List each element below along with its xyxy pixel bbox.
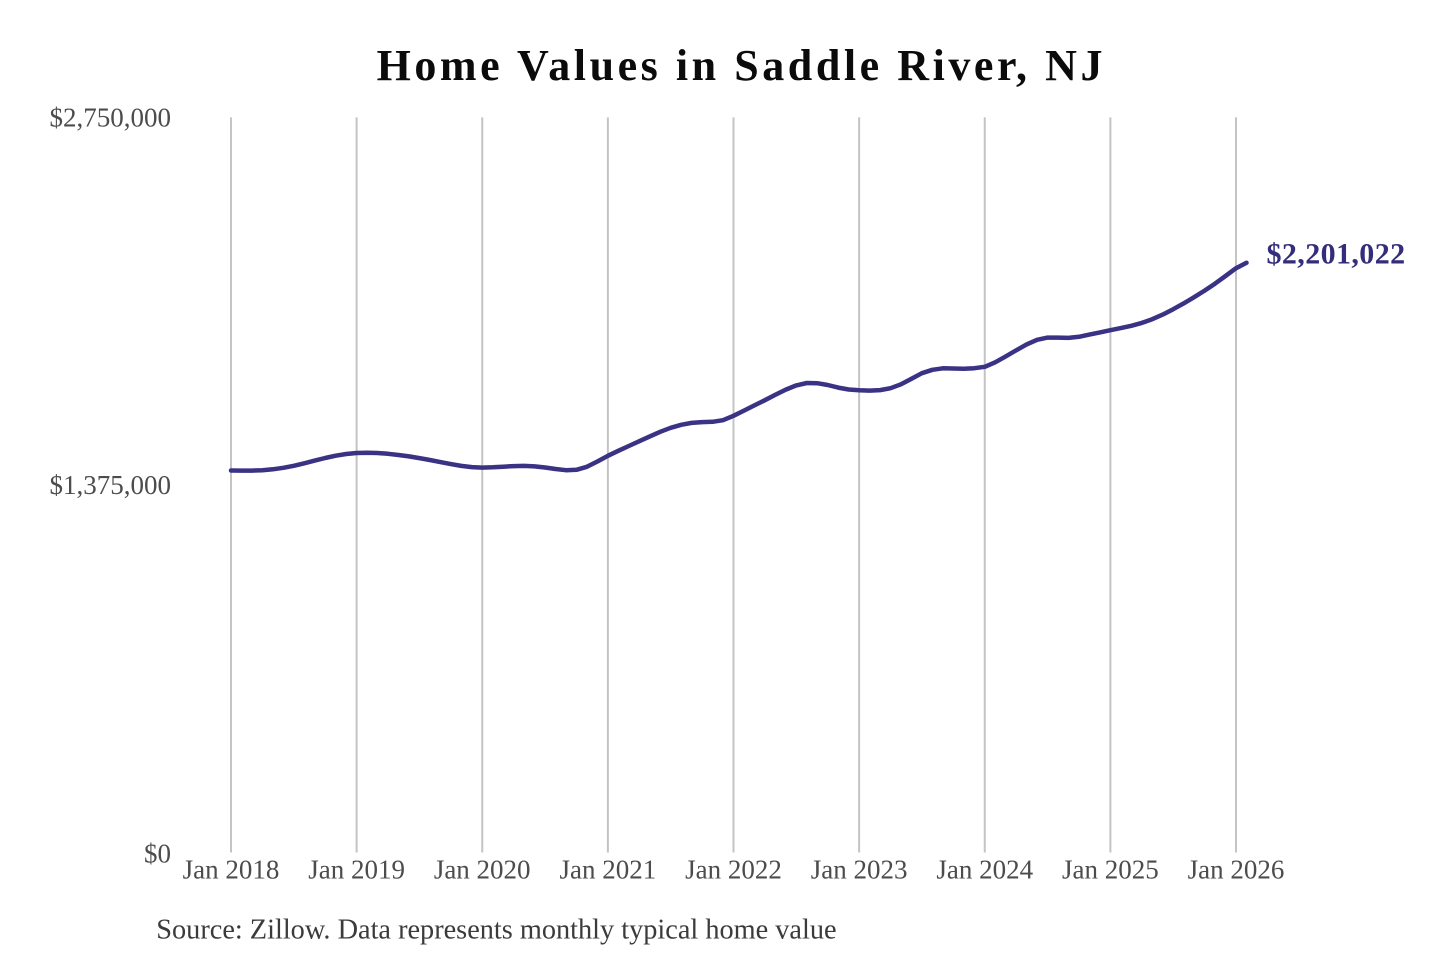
svg-text:$0: $0 xyxy=(144,839,171,869)
svg-text:Jan 2021: Jan 2021 xyxy=(560,855,657,885)
svg-text:Source: Zillow. Data represent: Source: Zillow. Data represents monthly … xyxy=(156,915,836,946)
svg-text:Jan 2020: Jan 2020 xyxy=(434,855,531,885)
svg-text:$1,375,000: $1,375,000 xyxy=(50,470,172,500)
svg-text:Jan 2023: Jan 2023 xyxy=(811,855,908,885)
svg-text:$2,750,000: $2,750,000 xyxy=(50,103,172,133)
svg-text:$2,201,022: $2,201,022 xyxy=(1267,238,1406,271)
svg-text:Jan 2022: Jan 2022 xyxy=(685,855,782,885)
svg-text:Jan 2019: Jan 2019 xyxy=(308,855,405,885)
svg-text:Jan 2025: Jan 2025 xyxy=(1062,855,1159,885)
svg-text:Jan 2024: Jan 2024 xyxy=(936,855,1033,885)
svg-text:Jan 2026: Jan 2026 xyxy=(1188,855,1285,885)
svg-text:Home Values in Saddle River, N: Home Values in Saddle River, NJ xyxy=(377,41,1106,90)
svg-text:Jan 2018: Jan 2018 xyxy=(183,855,280,885)
